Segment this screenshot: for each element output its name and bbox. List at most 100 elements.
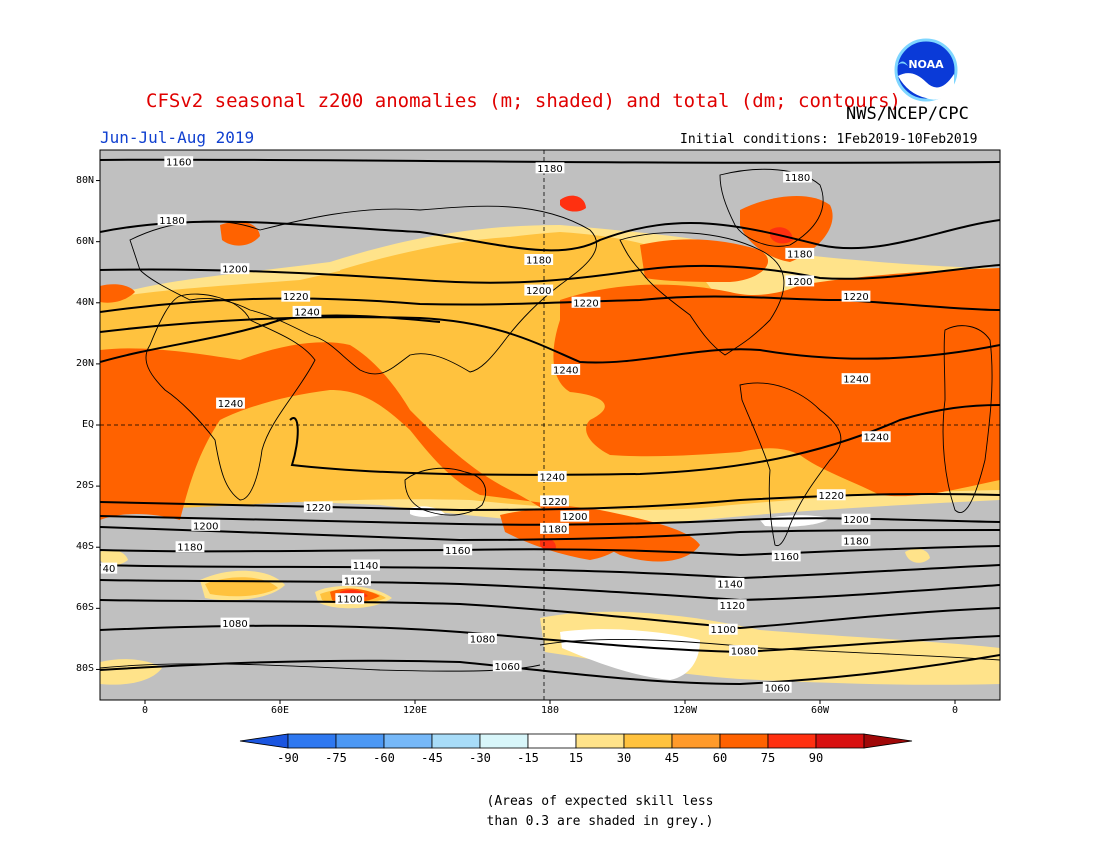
svg-text:1120: 1120 [720,601,745,612]
svg-text:1220: 1220 [819,491,844,502]
colorbar-label: 60 [712,751,728,765]
contour-label: 1180 [524,254,554,267]
colorbar-swatch [767,733,817,749]
colorbar-label: 15 [568,751,584,765]
svg-text:1220: 1220 [573,298,598,309]
colorbar-label: -15 [517,751,539,765]
colorbar-swatch [383,733,433,749]
contour-label: 1100 [708,623,738,636]
lon-label: 120E [402,705,428,716]
contour-labels: 1160118011801180118011801200120012001220… [100,156,891,694]
svg-text:1120: 1120 [344,576,369,587]
svg-text:1240: 1240 [843,375,868,386]
svg-text:1240: 1240 [540,472,565,483]
contour-label: 1120 [342,574,371,587]
svg-text:1220: 1220 [843,292,868,303]
contour-label: 1240 [861,431,891,444]
contour-label: 1180 [783,171,812,184]
svg-text:1180: 1180 [843,537,868,548]
colorbar-swatch [287,733,337,749]
lat-label: 80N [75,174,94,186]
svg-text:1240: 1240 [294,307,319,318]
contour-label: 1100 [335,593,365,606]
lat-label: 40S [75,541,94,553]
svg-text:1140: 1140 [717,579,742,590]
svg-text:1180: 1180 [526,256,551,267]
svg-text:1180: 1180 [785,173,810,184]
contour-label: 1180 [157,214,187,227]
svg-text:1220: 1220 [306,503,331,514]
lon-label: 60E [270,705,290,716]
contour-label: 1240 [216,397,245,410]
contour-label: 1060 [492,660,522,673]
lon-label: 60W [810,705,830,716]
contour-label: 1240 [537,470,567,483]
height-contours [100,158,1000,686]
svg-text:NOAA: NOAA [908,58,944,71]
colorbar-swatch [719,733,769,749]
svg-text:1060: 1060 [765,683,790,694]
svg-text:1180: 1180 [542,524,567,535]
colorbar [239,733,913,749]
contour-label: 1200 [560,510,590,523]
lat-ticks [96,180,100,670]
skill-note-line-2: than 0.3 are shaded in grey.) [486,814,714,829]
colorbar-swatch [575,733,625,749]
colorbar-label: 75 [760,751,776,765]
svg-text:1200: 1200 [526,286,551,297]
lat-label: EQ [81,419,94,430]
svg-text:1180: 1180 [177,543,202,554]
colorbar-swatch [335,733,385,749]
svg-text:1100: 1100 [711,625,736,636]
lat-label: 80S [75,663,94,675]
lon-ticks [144,700,956,704]
colorbar-swatch [623,733,673,749]
contour-label: 1180 [175,541,205,554]
lat-label: 40N [75,296,94,308]
colorbar-swatch [479,733,529,749]
svg-text:1160: 1160 [166,158,191,169]
svg-text:1080: 1080 [731,647,756,658]
contour-label: 1180 [785,247,815,260]
lon-label: 120W [672,705,698,716]
lat-label: 20N [75,357,94,369]
contour-label: 1220 [540,495,569,508]
colorbar-swatch [431,733,481,749]
contour-label: 1220 [281,290,311,303]
skill-note: (Areas of expected skill less than 0.3 a… [470,792,730,832]
lat-label: 60S [75,602,94,614]
lon-label: 0 [141,705,149,716]
contour-label: 1140 [351,559,380,572]
colorbar-label: -75 [325,751,347,765]
svg-text:1240: 1240 [864,433,889,444]
svg-text:1240: 1240 [218,399,243,410]
contour-label: 1220 [841,290,871,303]
skill-note-line-1: (Areas of expected skill less [486,794,714,809]
contour-label: 1140 [715,577,745,590]
contour-label: 1200 [785,275,815,288]
contour-label: 1060 [762,681,792,694]
contour-label: 1200 [841,513,871,526]
colorbar-arrow-low [239,733,289,749]
contour-label: 40 [100,562,118,575]
svg-text:1180: 1180 [159,216,184,227]
svg-text:1100: 1100 [337,595,362,606]
contour-label: 1200 [191,519,221,532]
contour-label: 1120 [717,599,747,612]
colorbar-swatch [527,733,577,749]
svg-text:1220: 1220 [283,292,308,303]
lon-label: 180 [540,705,560,716]
colorbar-label: 30 [616,751,632,765]
colorbar-arrow-high [863,733,913,749]
svg-text:1200: 1200 [787,277,812,288]
colorbar-label: -45 [421,751,443,765]
colorbar-swatch [671,733,721,749]
contour-label: 1240 [551,364,581,377]
colorbar-label: -60 [373,751,395,765]
svg-text:1200: 1200 [562,512,587,523]
svg-text:1240: 1240 [553,366,578,377]
svg-text:1180: 1180 [787,249,812,260]
svg-text:1160: 1160 [445,546,470,557]
contour-label: 1240 [292,305,322,318]
